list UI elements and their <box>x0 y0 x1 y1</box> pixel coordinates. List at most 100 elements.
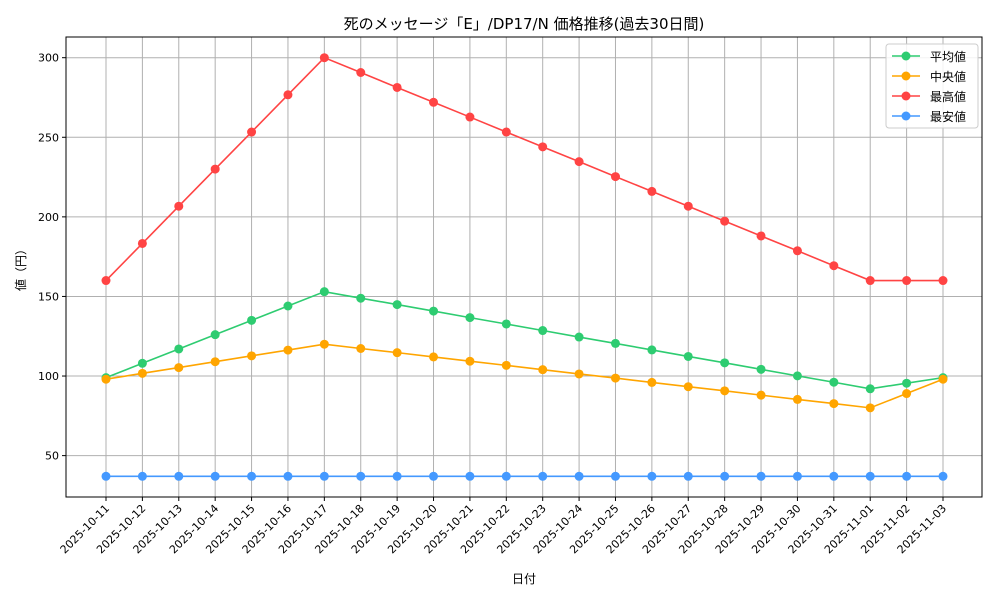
data-point <box>247 315 257 325</box>
data-point <box>319 339 329 349</box>
data-point <box>283 471 293 481</box>
data-point <box>647 345 657 355</box>
data-point <box>247 127 257 137</box>
y-axis-ticks: 50 100 150 200 250 300 <box>38 52 66 463</box>
data-point <box>792 246 802 256</box>
data-point <box>574 369 584 379</box>
data-point <box>465 356 475 366</box>
data-point <box>938 276 948 286</box>
data-point <box>683 201 693 211</box>
data-point <box>720 386 730 396</box>
data-point <box>283 345 293 355</box>
legend-item: 平均値 <box>892 49 966 64</box>
data-point <box>865 276 875 286</box>
data-point <box>429 471 439 481</box>
data-point <box>319 287 329 297</box>
y-tick-label: 50 <box>45 450 59 463</box>
data-point <box>210 471 220 481</box>
data-point <box>865 384 875 394</box>
data-point <box>647 471 657 481</box>
series-3 <box>101 471 948 481</box>
data-point <box>392 82 402 92</box>
data-point <box>283 301 293 311</box>
series-2 <box>101 53 948 286</box>
data-point <box>174 201 184 211</box>
data-point <box>865 403 875 413</box>
data-point <box>137 358 147 368</box>
y-tick-label: 150 <box>38 290 59 303</box>
data-point <box>501 360 511 370</box>
series-line <box>105 343 944 409</box>
data-point <box>938 374 948 384</box>
data-point <box>247 471 257 481</box>
data-point <box>756 471 766 481</box>
data-point <box>902 276 912 286</box>
data-point <box>683 351 693 361</box>
data-point <box>465 112 475 122</box>
grid <box>66 37 982 497</box>
data-point <box>792 394 802 404</box>
data-point <box>647 377 657 387</box>
data-point <box>356 293 366 303</box>
data-point <box>538 326 548 336</box>
data-point <box>319 471 329 481</box>
data-point <box>720 216 730 226</box>
y-tick-label: 100 <box>38 370 59 383</box>
data-point <box>610 471 620 481</box>
chart-title: 死のメッセージ「E」/DP17/N 価格推移(過去30日間) <box>344 15 705 33</box>
y-tick-label: 200 <box>38 211 59 224</box>
data-point <box>902 389 912 399</box>
data-point <box>501 471 511 481</box>
data-point <box>429 97 439 107</box>
data-point <box>683 382 693 392</box>
data-point <box>938 471 948 481</box>
data-point <box>792 371 802 381</box>
data-point <box>174 471 184 481</box>
series-line <box>105 290 944 390</box>
data-point <box>319 53 329 63</box>
series-0 <box>101 287 948 394</box>
data-point <box>429 352 439 362</box>
data-point <box>210 357 220 367</box>
plot-frame <box>65 36 983 498</box>
data-point <box>501 127 511 137</box>
data-point <box>829 399 839 409</box>
data-point <box>174 363 184 373</box>
legend-marker <box>901 71 911 81</box>
data-point <box>574 332 584 342</box>
data-point <box>829 261 839 271</box>
legend-marker <box>901 51 911 61</box>
legend-box <box>885 43 979 129</box>
data-point <box>610 338 620 348</box>
data-point <box>137 471 147 481</box>
data-point <box>574 471 584 481</box>
data-point <box>247 351 257 361</box>
series-line <box>105 56 943 282</box>
data-point <box>356 343 366 353</box>
legend-label: 中央値 <box>930 69 966 84</box>
data-point <box>829 471 839 481</box>
data-point <box>574 157 584 167</box>
data-point <box>792 471 802 481</box>
data-point <box>392 348 402 358</box>
legend-label: 最安値 <box>930 109 966 124</box>
data-point <box>501 319 511 329</box>
data-point <box>720 471 730 481</box>
data-point <box>174 344 184 354</box>
data-point <box>720 358 730 368</box>
data-point <box>756 390 766 400</box>
y-axis-label: 値（円） <box>13 243 28 291</box>
data-point <box>101 471 111 481</box>
data-point <box>429 306 439 316</box>
data-point <box>683 471 693 481</box>
data-point <box>538 142 548 152</box>
legend-item: 最高値 <box>892 89 966 104</box>
y-tick-label: 250 <box>38 131 59 144</box>
data-point <box>356 67 366 77</box>
data-point <box>465 471 475 481</box>
legend-item: 中央値 <box>892 69 966 84</box>
data-point <box>137 368 147 378</box>
data-point <box>829 377 839 387</box>
